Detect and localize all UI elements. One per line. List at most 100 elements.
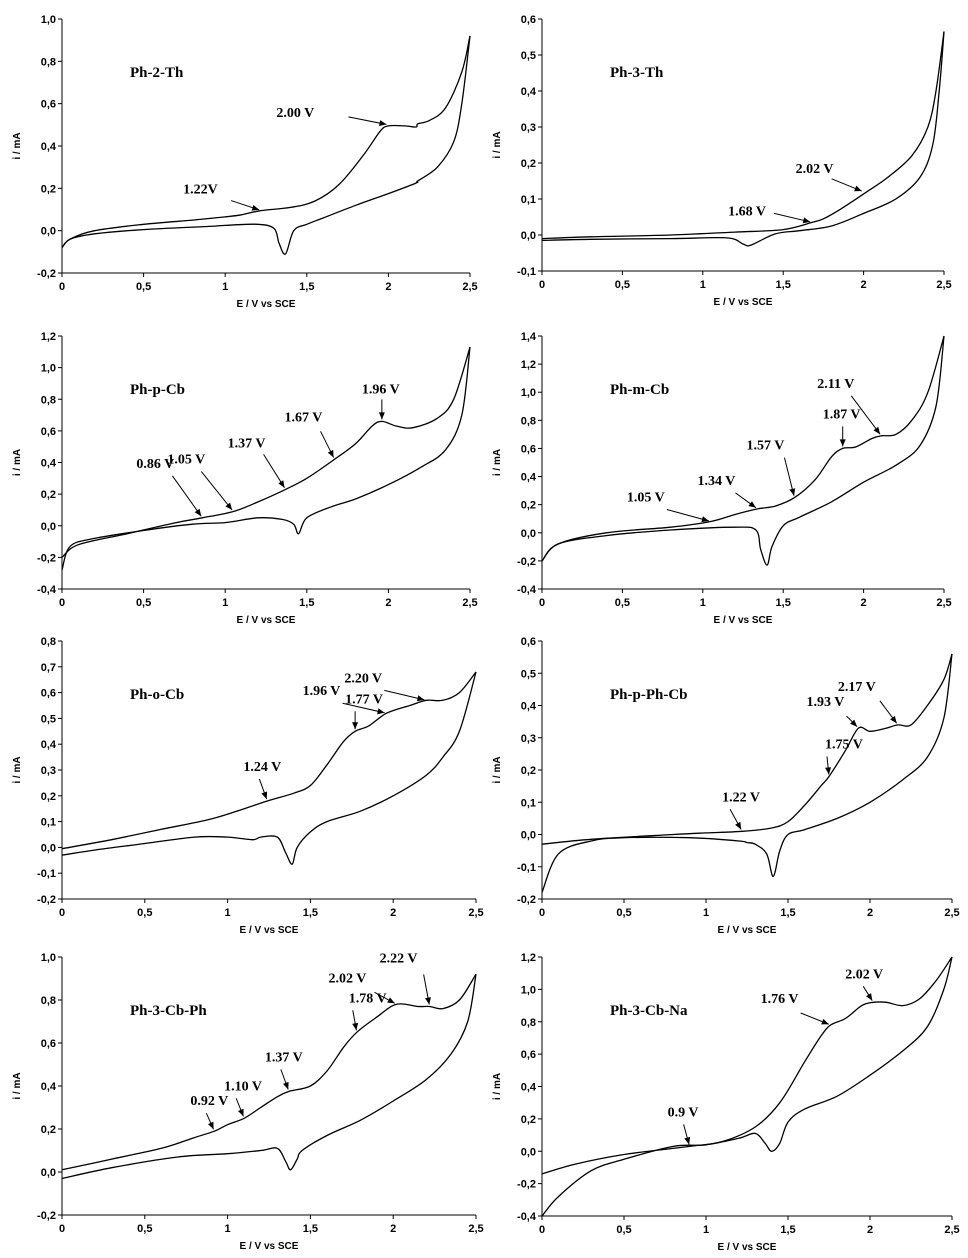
forward-scan-curve [541, 956, 953, 1175]
y-tick-label: 0,6 [521, 1049, 536, 1061]
y-tick-label: 0,6 [521, 14, 536, 26]
y-tick-label: 1,0 [521, 387, 536, 399]
cv-panel-1: -0,2 0,0 0,2 0,4 0,6 0,8 1,0 0 0,5 1 1,5 2 2,5 E / V … [12, 14, 478, 310]
y-tick-label: 1,0 [41, 952, 56, 964]
x-tick-label: 1,5 [776, 279, 791, 291]
y-tick-label: 1,2 [521, 359, 536, 371]
peak-annotation: 1.22 V [722, 790, 760, 805]
y-tick-label: 0,3 [41, 765, 56, 777]
y-tick-label: 0,6 [521, 443, 536, 455]
arrow-head [352, 1022, 359, 1031]
cv-panel-6: -0,2 -0,1 0,0 0,1 0,2 0,3 0,4 0,5 0,6 0 0,5 1 1,5 2 2,… [492, 636, 960, 936]
peak-annotation: 1.37 V [228, 436, 266, 451]
peak-annotation: 1.10 V [224, 1079, 262, 1094]
y-tick-label: -0,2 [37, 552, 56, 564]
annotation-arrow [666, 509, 710, 522]
y-tick-label: 0,2 [521, 500, 536, 512]
peak-annotation: 2.20 V [344, 671, 382, 686]
y-tick-label: 0,4 [41, 141, 57, 153]
x-tick-label: 0 [539, 1224, 545, 1236]
peak-annotation: 1.76 V [761, 992, 799, 1007]
y-tick-label: 1,2 [41, 331, 56, 343]
reverse-scan-curve [61, 974, 477, 1180]
y-tick-label: -0,1 [517, 266, 536, 278]
y-tick-label: -0,2 [37, 268, 56, 280]
peak-annotation: 2.02 V [845, 967, 883, 982]
y-tick-label: 0,0 [521, 528, 536, 540]
x-tick-label: 2,5 [468, 1223, 483, 1235]
panel-title: Ph-m-Cb [610, 382, 669, 398]
y-tick-label: 0,5 [521, 50, 536, 62]
x-tick-label: 2 [861, 597, 867, 609]
peak-annotation: 1.22V [183, 183, 218, 198]
y-tick-label: 0,0 [41, 521, 56, 533]
y-axis-label: i / mA [12, 132, 23, 159]
x-axis-label: E / V vs SCE [718, 925, 777, 936]
peak-annotation: 1.24 V [243, 760, 281, 775]
y-tick-label: 0,2 [521, 158, 536, 170]
x-tick-label: 0,5 [137, 907, 152, 919]
arrow-head [416, 695, 425, 702]
reverse-scan-curve [61, 671, 477, 865]
arrow-head [251, 204, 260, 211]
reverse-scan-curve [61, 35, 471, 255]
reverse-scan-curve [541, 956, 953, 1217]
peak-annotation: 2.02 V [796, 162, 834, 177]
y-tick-label: 0,5 [521, 668, 536, 680]
y-tick-label: 0,6 [521, 636, 536, 648]
x-axis-label: E / V vs SCE [240, 925, 299, 936]
peak-annotation: 1.93 V [807, 695, 845, 710]
reverse-scan-curve [61, 347, 471, 571]
peak-annotation: 0.9 V [668, 1105, 699, 1120]
arrow-head [854, 185, 862, 192]
x-tick-label: 2,5 [462, 597, 477, 609]
y-tick-label: -0,4 [517, 584, 537, 596]
arrow-head [377, 708, 385, 715]
arrow-head [850, 719, 858, 727]
y-tick-label: 1,0 [521, 984, 536, 996]
x-tick-label: 2,5 [944, 907, 959, 919]
y-tick-label: 0,6 [41, 1038, 56, 1050]
y-tick-label: 0,8 [521, 415, 536, 427]
arrow-head [194, 508, 202, 517]
x-tick-label: 1,5 [303, 907, 318, 919]
y-tick-label: 0,0 [521, 1146, 536, 1158]
y-tick-label: -0,2 [517, 894, 536, 906]
y-tick-label: 0,8 [41, 56, 56, 68]
x-tick-label: 1,5 [776, 597, 791, 609]
y-tick-label: 0,2 [521, 1114, 536, 1126]
y-tick-label: 0,4 [521, 86, 537, 98]
annotation-arrow [171, 475, 202, 517]
arrow-head [873, 426, 881, 435]
cv-panel-4: -0,4 -0,2 0,0 0,2 0,4 0,6 0,8 1,0 1,2 1,4 0 0,5 1 1,5… [492, 331, 952, 626]
cv-panel-7: -0,2 0,0 0,2 0,4 0,6 0,8 1,0 0 0,5 1 1,5 2 2,5 E / V … [12, 951, 484, 1252]
x-tick-label: 2 [867, 907, 873, 919]
y-tick-label: 0,3 [521, 122, 536, 134]
x-axis-label: E / V vs SCE [718, 1242, 777, 1253]
peak-annotation: 1.05 V [167, 453, 205, 468]
annotation-arrow [200, 471, 233, 511]
peak-annotation: 0.86 V [136, 457, 174, 472]
x-tick-label: 2 [390, 907, 396, 919]
y-tick-label: 0,0 [41, 1167, 56, 1179]
x-tick-label: 2 [385, 281, 391, 293]
x-tick-label: 0 [539, 907, 545, 919]
arrow-head [425, 997, 431, 1005]
arrow-head [327, 449, 334, 458]
y-tick-label: 0,6 [41, 99, 56, 111]
y-tick-label: 0,8 [521, 1017, 536, 1029]
x-axis-label: E / V vs SCE [714, 297, 773, 308]
arrow-head [283, 1081, 289, 1090]
x-tick-label: 1,5 [299, 597, 314, 609]
arrow-head [387, 997, 395, 1004]
annotation-arrow [342, 702, 385, 714]
y-tick-label: 0,1 [521, 797, 536, 809]
y-tick-label: 0,4 [41, 1081, 57, 1093]
y-tick-label: 0,2 [41, 489, 56, 501]
arrow-head [821, 1018, 829, 1025]
arrow-head [825, 767, 832, 775]
x-tick-label: 0 [59, 907, 65, 919]
peak-annotation: 1.34 V [697, 474, 735, 489]
arrow-head [701, 516, 709, 523]
